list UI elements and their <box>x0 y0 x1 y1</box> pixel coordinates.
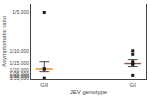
svg-text:1/20,000: 1/20,000 <box>10 67 30 73</box>
svg-text:1/5,000: 1/5,000 <box>12 9 29 15</box>
svg-text:Asymptomatic ratio: Asymptomatic ratio <box>1 15 7 67</box>
svg-text:1/10,000: 1/10,000 <box>10 48 30 54</box>
svg-text:JEV genotype: JEV genotype <box>70 89 108 95</box>
svg-text:1/25,000: 1/25,000 <box>10 71 30 77</box>
svg-text:GI: GI <box>130 82 137 88</box>
svg-text:1/35,000: 1/35,000 <box>10 75 30 81</box>
svg-text:1/15,000: 1/15,000 <box>10 60 30 66</box>
svg-text:1/30,000: 1/30,000 <box>10 73 30 79</box>
svg-text:GII: GII <box>40 82 48 88</box>
